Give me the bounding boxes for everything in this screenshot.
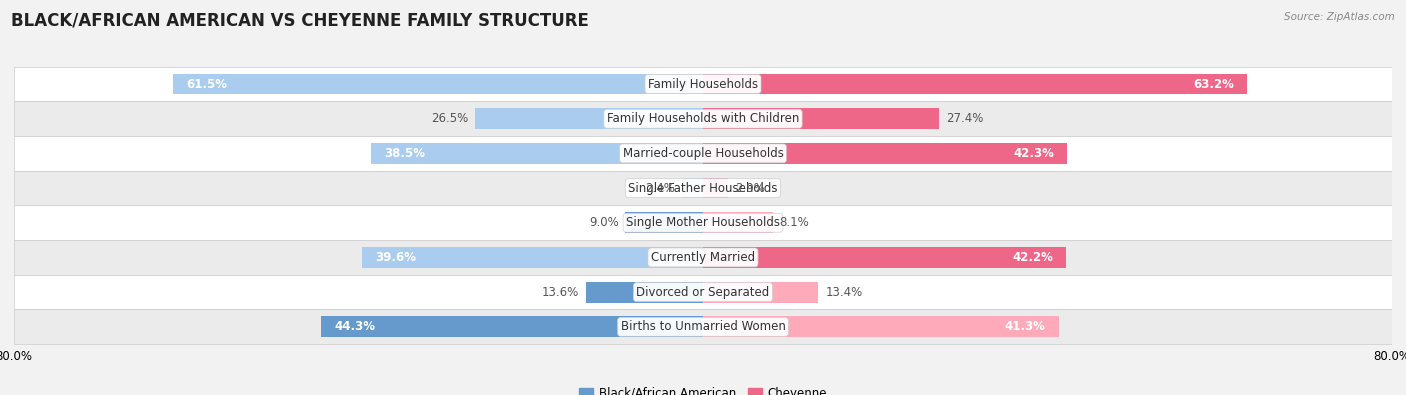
- Bar: [173, 73, 703, 94]
- Bar: [703, 213, 773, 233]
- Text: Divorced or Separated: Divorced or Separated: [637, 286, 769, 299]
- Text: 13.6%: 13.6%: [541, 286, 579, 299]
- Text: 41.3%: 41.3%: [1005, 320, 1046, 333]
- Text: 26.5%: 26.5%: [430, 112, 468, 125]
- Bar: [14, 136, 1392, 171]
- Bar: [586, 282, 703, 303]
- Text: 42.2%: 42.2%: [1012, 251, 1053, 264]
- Bar: [14, 102, 1392, 136]
- Text: 2.4%: 2.4%: [645, 182, 675, 195]
- Text: Family Households with Children: Family Households with Children: [607, 112, 799, 125]
- Bar: [475, 108, 703, 129]
- Bar: [14, 309, 1392, 344]
- Bar: [703, 316, 1059, 337]
- Bar: [14, 275, 1392, 309]
- Bar: [371, 143, 703, 164]
- Bar: [703, 73, 1247, 94]
- Text: 61.5%: 61.5%: [186, 77, 228, 90]
- Bar: [682, 178, 703, 198]
- Text: BLACK/AFRICAN AMERICAN VS CHEYENNE FAMILY STRUCTURE: BLACK/AFRICAN AMERICAN VS CHEYENNE FAMIL…: [11, 12, 589, 30]
- Text: Source: ZipAtlas.com: Source: ZipAtlas.com: [1284, 12, 1395, 22]
- Bar: [626, 213, 703, 233]
- Bar: [14, 171, 1392, 205]
- Text: Currently Married: Currently Married: [651, 251, 755, 264]
- Bar: [703, 247, 1066, 268]
- Bar: [14, 205, 1392, 240]
- Bar: [703, 178, 728, 198]
- Text: 13.4%: 13.4%: [825, 286, 862, 299]
- Text: 8.1%: 8.1%: [780, 216, 810, 229]
- Text: 63.2%: 63.2%: [1194, 77, 1234, 90]
- Text: 39.6%: 39.6%: [375, 251, 416, 264]
- Text: 42.3%: 42.3%: [1014, 147, 1054, 160]
- Text: Single Mother Households: Single Mother Households: [626, 216, 780, 229]
- Bar: [703, 282, 818, 303]
- Bar: [322, 316, 703, 337]
- Text: 9.0%: 9.0%: [589, 216, 619, 229]
- Bar: [14, 67, 1392, 102]
- Text: 27.4%: 27.4%: [946, 112, 983, 125]
- Text: Births to Unmarried Women: Births to Unmarried Women: [620, 320, 786, 333]
- Text: 38.5%: 38.5%: [384, 147, 426, 160]
- Bar: [14, 240, 1392, 275]
- Bar: [703, 108, 939, 129]
- Bar: [361, 247, 703, 268]
- Text: Married-couple Households: Married-couple Households: [623, 147, 783, 160]
- Text: Family Households: Family Households: [648, 77, 758, 90]
- Text: 44.3%: 44.3%: [335, 320, 375, 333]
- Legend: Black/African American, Cheyenne: Black/African American, Cheyenne: [574, 382, 832, 395]
- Text: Single Father Households: Single Father Households: [628, 182, 778, 195]
- Bar: [703, 143, 1067, 164]
- Text: 2.9%: 2.9%: [735, 182, 765, 195]
